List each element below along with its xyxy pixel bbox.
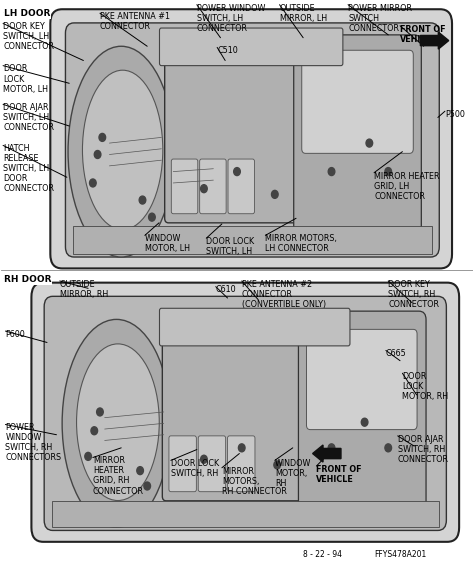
Circle shape bbox=[361, 418, 368, 426]
Circle shape bbox=[85, 452, 91, 460]
Text: DOOR
LOCK
MOTOR, RH: DOOR LOCK MOTOR, RH bbox=[402, 372, 448, 401]
Circle shape bbox=[385, 168, 392, 175]
Circle shape bbox=[149, 213, 155, 221]
Text: HATCH
RELEASE
SWITCH, LH
DOOR
CONNECTOR: HATCH RELEASE SWITCH, LH DOOR CONNECTOR bbox=[3, 144, 54, 194]
FancyBboxPatch shape bbox=[65, 23, 439, 257]
Circle shape bbox=[366, 139, 373, 147]
Circle shape bbox=[328, 168, 335, 175]
Ellipse shape bbox=[68, 46, 174, 257]
Text: PKE ANTENNA #2
CONNECTOR
(CONVERTIBLE ONLY): PKE ANTENNA #2 CONNECTOR (CONVERTIBLE ON… bbox=[242, 280, 326, 309]
FancyBboxPatch shape bbox=[228, 159, 255, 214]
FancyBboxPatch shape bbox=[162, 327, 302, 501]
Circle shape bbox=[385, 444, 392, 452]
Circle shape bbox=[234, 168, 240, 175]
Text: POWER
WINDOW
SWITCH, RH
CONNECTORS: POWER WINDOW SWITCH, RH CONNECTORS bbox=[5, 423, 62, 463]
Circle shape bbox=[137, 467, 144, 475]
Circle shape bbox=[272, 190, 278, 198]
Circle shape bbox=[91, 427, 98, 435]
Text: MIRROR MOTORS,
LH CONNECTOR: MIRROR MOTORS, LH CONNECTOR bbox=[265, 234, 337, 254]
FancyBboxPatch shape bbox=[228, 436, 255, 492]
Ellipse shape bbox=[76, 344, 159, 501]
Text: DOOR
LOCK
MOTOR, LH: DOOR LOCK MOTOR, LH bbox=[3, 65, 48, 94]
Circle shape bbox=[97, 408, 103, 416]
FancyBboxPatch shape bbox=[171, 159, 198, 214]
Text: P500: P500 bbox=[445, 110, 465, 119]
FancyBboxPatch shape bbox=[169, 436, 196, 492]
Text: POWER MIRROR
SWITCH
CONNECTOR: POWER MIRROR SWITCH CONNECTOR bbox=[348, 3, 412, 33]
Text: DOOR KEY
SWITCH, LH
CONNECTOR: DOOR KEY SWITCH, LH CONNECTOR bbox=[3, 22, 54, 51]
FancyBboxPatch shape bbox=[159, 28, 343, 66]
Text: LH DOOR: LH DOOR bbox=[4, 9, 51, 18]
FancyBboxPatch shape bbox=[294, 35, 421, 240]
Text: MIRROR HEATER
GRID, LH
CONNECTOR: MIRROR HEATER GRID, LH CONNECTOR bbox=[374, 171, 439, 200]
Text: MIRROR
HEATER
GRID, RH
CONNECTOR: MIRROR HEATER GRID, RH CONNECTOR bbox=[93, 456, 144, 496]
Text: MIRROR
MOTORS,
RH CONNECTOR: MIRROR MOTORS, RH CONNECTOR bbox=[222, 467, 287, 496]
FancyBboxPatch shape bbox=[164, 51, 298, 223]
FancyBboxPatch shape bbox=[50, 9, 452, 268]
Circle shape bbox=[139, 196, 146, 204]
FancyBboxPatch shape bbox=[52, 501, 439, 527]
Text: DOOR KEY
SWITCH, RH
CONNECTOR: DOOR KEY SWITCH, RH CONNECTOR bbox=[388, 280, 439, 309]
Text: C665: C665 bbox=[386, 349, 407, 358]
Text: RH DOOR: RH DOOR bbox=[4, 275, 52, 284]
Text: C510: C510 bbox=[217, 46, 238, 55]
Text: FRONT OF
VEHICLE: FRONT OF VEHICLE bbox=[317, 465, 362, 484]
FancyBboxPatch shape bbox=[198, 436, 226, 492]
Text: P600: P600 bbox=[5, 330, 25, 339]
Circle shape bbox=[201, 184, 207, 192]
Text: DOOR AJAR
SWITCH, LH
CONNECTOR: DOOR AJAR SWITCH, LH CONNECTOR bbox=[3, 103, 54, 132]
Text: PKE ANTENNA #1
CONNECTOR: PKE ANTENNA #1 CONNECTOR bbox=[100, 12, 170, 31]
Circle shape bbox=[238, 444, 245, 452]
Ellipse shape bbox=[62, 319, 171, 527]
Text: OUTSIDE
MIRROR, LH: OUTSIDE MIRROR, LH bbox=[280, 3, 327, 23]
Circle shape bbox=[274, 461, 281, 469]
Text: FFYS478A201: FFYS478A201 bbox=[374, 550, 426, 559]
Text: WINDOW
MOTOR, LH: WINDOW MOTOR, LH bbox=[145, 234, 190, 254]
Circle shape bbox=[201, 455, 207, 463]
FancyBboxPatch shape bbox=[73, 226, 432, 254]
Circle shape bbox=[99, 134, 106, 142]
Text: POWER WINDOW
SWITCH, LH
CONNECTOR: POWER WINDOW SWITCH, LH CONNECTOR bbox=[197, 3, 265, 33]
Circle shape bbox=[328, 444, 335, 452]
FancyBboxPatch shape bbox=[299, 311, 426, 516]
Text: WINDOW
MOTOR,
RH: WINDOW MOTOR, RH bbox=[275, 459, 311, 488]
Text: C610: C610 bbox=[216, 286, 237, 295]
Text: 8 - 22 - 94: 8 - 22 - 94 bbox=[303, 550, 342, 559]
FancyBboxPatch shape bbox=[31, 283, 459, 542]
FancyBboxPatch shape bbox=[307, 329, 417, 429]
Text: OUTSIDE
MIRROR, RH: OUTSIDE MIRROR, RH bbox=[60, 280, 108, 299]
FancyArrow shape bbox=[313, 445, 341, 462]
Circle shape bbox=[144, 482, 151, 490]
Text: DOOR LOCK
SWITCH, LH: DOOR LOCK SWITCH, LH bbox=[206, 237, 255, 256]
Text: FRONT OF
VEHICLE: FRONT OF VEHICLE bbox=[400, 25, 446, 43]
FancyBboxPatch shape bbox=[159, 308, 350, 346]
Ellipse shape bbox=[82, 70, 163, 230]
FancyArrow shape bbox=[420, 32, 449, 49]
FancyBboxPatch shape bbox=[200, 159, 226, 214]
FancyBboxPatch shape bbox=[302, 50, 413, 154]
Circle shape bbox=[94, 151, 101, 159]
Circle shape bbox=[90, 179, 96, 187]
Text: DOOR LOCK
SWITCH, RH: DOOR LOCK SWITCH, RH bbox=[171, 459, 219, 478]
Text: DOOR AJAR
SWITCH, RH
CONNECTOR: DOOR AJAR SWITCH, RH CONNECTOR bbox=[398, 435, 449, 464]
FancyBboxPatch shape bbox=[44, 296, 447, 530]
